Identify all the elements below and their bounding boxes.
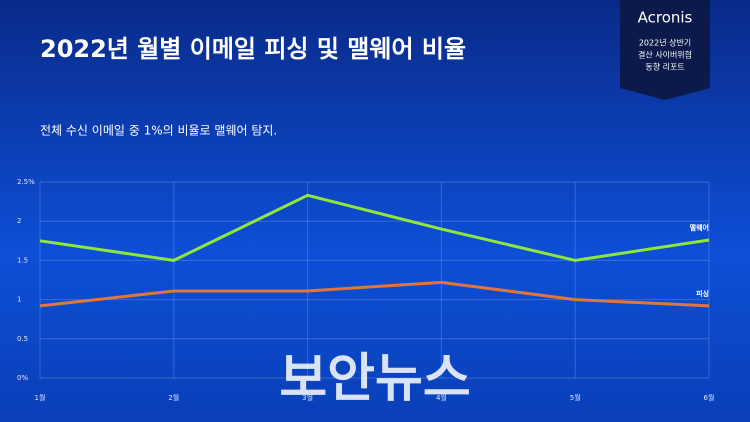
series-label: 피싱 [696, 289, 709, 298]
x-tick-label: 3월 [302, 393, 313, 402]
badge-line: 결산 사이버위협 [638, 50, 692, 60]
badge-line: 2022년 상반기 [639, 38, 691, 48]
badge [620, 0, 710, 100]
badge-line: 동향 리포트 [645, 63, 684, 72]
chart-subtitle: 전체 수신 이메일 중 1%의 비율로 맬웨어 탐지. [40, 124, 277, 138]
y-tick-label: 1.5 [17, 256, 28, 264]
x-tick-label: 2월 [168, 393, 179, 402]
x-tick-label: 5월 [570, 393, 581, 402]
y-tick-label: 0% [17, 374, 28, 382]
x-tick-label: 4월 [436, 393, 447, 402]
y-tick-label: 0.5 [17, 335, 28, 343]
badge-brand: Acronis [638, 9, 693, 27]
x-tick-label: 1월 [35, 393, 46, 402]
chart-title: 2022년 월별 이메일 피싱 및 맬웨어 비율 [40, 35, 466, 63]
y-tick-label: 1 [17, 296, 21, 304]
series-label: 맬웨어 [690, 223, 709, 232]
x-tick-label: 6월 [704, 393, 715, 402]
series-line [39, 280, 710, 308]
y-tick-label: 2 [17, 217, 21, 225]
watermark: 보안뉴스 [279, 349, 470, 409]
y-tick-label: 2.5% [17, 178, 35, 186]
series-line [39, 193, 710, 262]
